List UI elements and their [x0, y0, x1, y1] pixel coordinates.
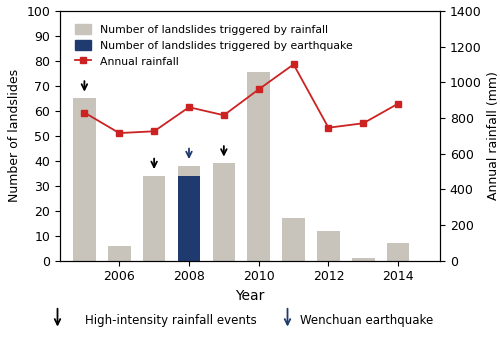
Bar — [73, 98, 96, 261]
Bar — [178, 176, 201, 261]
Bar — [282, 218, 305, 261]
Y-axis label: Annual rainfall (mm): Annual rainfall (mm) — [487, 71, 500, 200]
Bar — [387, 243, 409, 261]
Line: Annual rainfall: Annual rainfall — [82, 61, 402, 136]
Y-axis label: Number of landslides: Number of landslides — [8, 69, 21, 202]
Annual rainfall — [186, 105, 192, 109]
Annual rainfall — [221, 113, 227, 117]
Bar — [178, 166, 201, 261]
Text: High-intensity rainfall events: High-intensity rainfall events — [85, 314, 257, 327]
Annual rainfall — [326, 126, 332, 130]
Bar — [248, 71, 270, 261]
Text: Wenchuan earthquake: Wenchuan earthquake — [300, 314, 433, 327]
Annual rainfall — [116, 131, 122, 135]
Annual rainfall — [395, 101, 401, 106]
Bar — [352, 258, 374, 261]
Annual rainfall — [360, 121, 366, 126]
Legend: Number of landslides triggered by rainfall, Number of landslides triggered by ea: Number of landslides triggered by rainfa… — [69, 19, 358, 72]
Bar — [212, 163, 235, 261]
Annual rainfall — [290, 62, 296, 67]
Annual rainfall — [82, 110, 87, 115]
Bar — [143, 176, 166, 261]
Annual rainfall — [256, 87, 262, 92]
Bar — [317, 231, 340, 261]
Bar — [108, 246, 130, 261]
Annual rainfall — [151, 129, 157, 134]
X-axis label: Year: Year — [236, 289, 264, 303]
